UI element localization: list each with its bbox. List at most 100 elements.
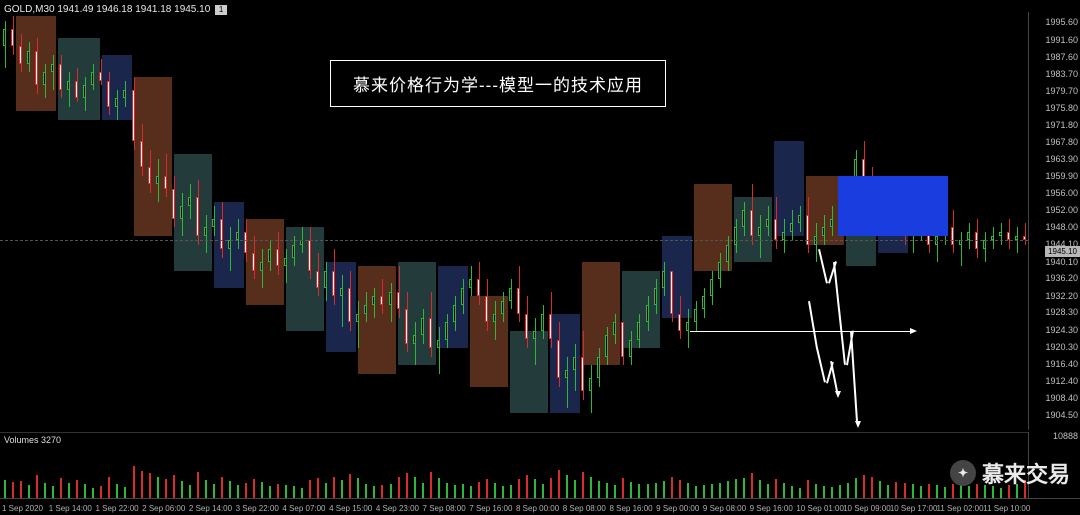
x-tick: 4 Sep 15:00 [329,504,372,513]
volume-bar [847,483,849,498]
volume-bar [590,477,592,498]
volume-bar [44,483,46,498]
anno-path-1 [819,249,828,284]
volume-bar [124,487,126,498]
volume-bar [647,484,649,498]
x-tick: 4 Sep 23:00 [376,504,419,513]
volume-bar [695,486,697,498]
volume-bar [349,474,351,498]
volume-bar [895,482,897,498]
session-box [622,271,660,349]
volume-bar [68,483,70,498]
volume-bar [823,486,825,498]
volume-bar [406,473,408,498]
price-flag: 1945.10 [1045,246,1080,257]
volume-bar [285,485,287,498]
y-tick: 1916.40 [1045,359,1078,369]
x-tick: 10 Sep 17:00 [890,504,938,513]
x-tick: 10 Sep 01:00 [796,504,844,513]
y-tick: 1952.00 [1045,205,1078,215]
volume-label: Volumes 3270 [4,435,61,445]
x-tick: 10 Sep 09:00 [843,504,891,513]
volume-bar [229,481,231,498]
volume-bar [293,486,295,498]
chart-title: 慕来价格行为学---模型一的技术应用 [353,76,643,95]
volume-bar [550,478,552,498]
arrow-right-icon [910,328,917,334]
volume-bar [221,477,223,498]
volume-bar [84,484,86,498]
y-tick: 1948.00 [1045,222,1078,232]
volume-bar [52,486,54,498]
volume-bar [912,484,914,498]
x-tick: 9 Sep 00:00 [656,504,699,513]
volume-bar [703,485,705,498]
volume-pane[interactable]: Volumes 3270 [0,432,1028,498]
volume-bar [237,485,239,498]
volume-bar [928,484,930,498]
watermark: ✦ 慕来交易 [950,457,1070,489]
tf-badge[interactable]: 1 [215,5,227,15]
volume-bar [414,477,416,498]
session-box [582,262,620,365]
y-tick: 1991.60 [1045,35,1078,45]
volume-bar [663,481,665,498]
volume-bar [582,472,584,498]
volume-bar [767,484,769,498]
y-tick: 1963.90 [1045,154,1078,164]
y-tick: 1908.40 [1045,393,1078,403]
volume-bar [100,486,102,498]
session-box [326,262,356,352]
x-tick: 1 Sep 14:00 [49,504,92,513]
volume-bar [390,484,392,498]
y-tick: 1932.20 [1045,291,1078,301]
volume-bar [149,473,151,498]
anno-path-1 [839,309,846,365]
y-axis: 1995.601991.601987.601983.701979.701975.… [1028,12,1080,430]
volume-bar [944,487,946,498]
volume-bar [526,475,528,498]
volume-bar [727,481,729,498]
volume-bar [638,484,640,498]
volume-bar [173,475,175,498]
y-tick: 1940.10 [1045,257,1078,267]
volume-bar [791,486,793,498]
volume-bar [887,485,889,498]
chart-container: GOLD,M30 1941.49 1946.18 1941.18 1945.10… [0,0,1080,515]
y-tick: 1956.00 [1045,188,1078,198]
volume-bar [301,488,303,498]
x-tick: 9 Sep 08:00 [703,504,746,513]
volume-bar [855,478,857,498]
arrow-down-icon [835,391,841,398]
volume-bar [438,478,440,498]
volume-bar [598,481,600,498]
x-tick: 7 Sep 08:00 [423,504,466,513]
x-tick: 7 Sep 16:00 [469,504,512,513]
volume-bar [566,475,568,498]
anno-path-2 [831,361,838,391]
volume-bar [743,478,745,498]
volume-bar [181,481,183,498]
volume-bar [735,479,737,498]
volume-bar [494,483,496,498]
volume-bar [719,483,721,498]
x-tick: 2 Sep 14:00 [189,504,232,513]
volume-bar [398,477,400,498]
volume-bar [269,486,271,498]
x-tick: 11 Sep 10:00 [983,504,1030,513]
volume-bar [157,477,159,498]
volume-bar [630,482,632,498]
volume-bar [12,482,14,498]
volume-bar [936,485,938,498]
volume-bar [4,480,6,498]
volume-bar [365,484,367,498]
volume-bar [309,480,311,498]
volume-bar [381,485,383,498]
volume-bar [116,484,118,498]
volume-bar [462,484,464,498]
x-tick: 8 Sep 08:00 [563,504,606,513]
volume-bar [871,477,873,498]
volume-bar [261,482,263,498]
volume-bar [317,478,319,498]
volume-bar [333,477,335,498]
